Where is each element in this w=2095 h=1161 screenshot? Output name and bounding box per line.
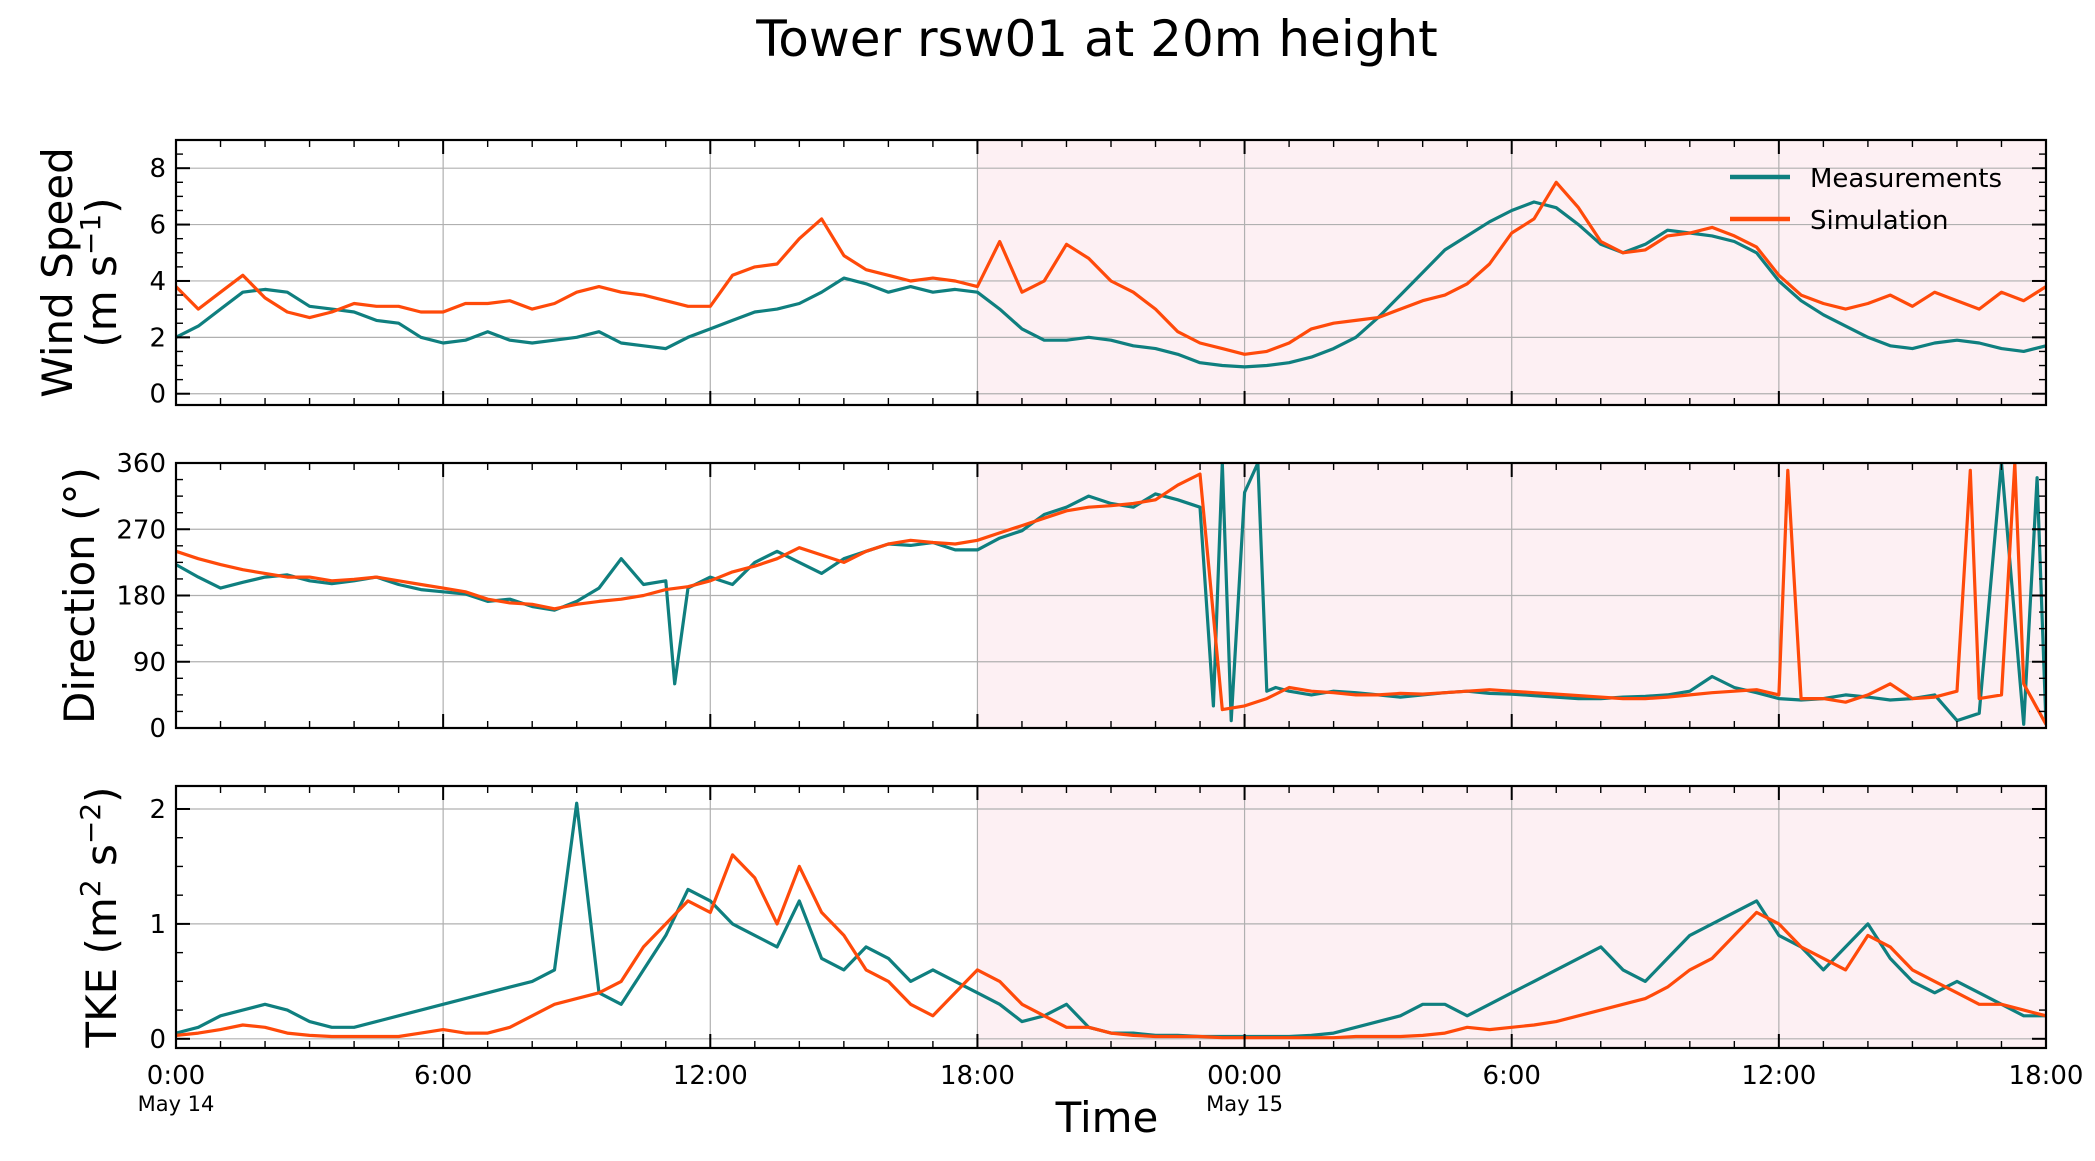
x-tick-label: 6:00 — [1483, 1061, 1541, 1091]
figure-title: Tower rsw01 at 20m height — [755, 10, 1438, 68]
direction-panel: 0 90 180 270 360 Direction (°) — [55, 449, 2048, 744]
y-tick-label: 2 — [149, 323, 166, 353]
tke-panel: 0 1 2 TKE (m2 s−2) — [74, 784, 2048, 1055]
x-tick-label: 12:00 — [1741, 1061, 1816, 1091]
x-tick-label: 0:00 — [147, 1061, 205, 1091]
y-tick-label: 90 — [133, 648, 166, 678]
x-tick-label: 6:00 — [414, 1061, 472, 1091]
series-line-simulation — [176, 853, 2046, 1040]
x-tick-label: 12:00 — [673, 1061, 748, 1091]
legend: Measurements Simulation — [1730, 164, 2002, 236]
series-line-measurements — [176, 463, 2046, 726]
series-line-measurements — [176, 200, 2046, 369]
y-axis-label: TKE (m2 s−2) — [74, 786, 126, 1048]
y-tick-label: 8 — [149, 154, 166, 184]
y-tick-label: 6 — [149, 211, 166, 241]
legend-label-measurements: Measurements — [1810, 164, 2002, 194]
date-label: May 14 — [138, 1092, 215, 1116]
y-tick-label: 1 — [149, 910, 166, 940]
x-axis-label: Time — [1055, 1093, 1159, 1142]
x-axis: 0:00 6:00 12:00 18:00 00:00 6:00 12:00 18:00 May… — [138, 1061, 2084, 1116]
y-axis-label: (m s−1) — [74, 197, 126, 347]
legend-label-simulation: Simulation — [1810, 206, 1949, 236]
y-axis-label: Wind Speed — [33, 147, 82, 398]
x-tick-label: 00:00 — [1207, 1061, 1282, 1091]
series-line-simulation — [176, 463, 2046, 726]
y-tick-label: 270 — [116, 515, 166, 545]
y-tick-label: 2 — [149, 795, 166, 825]
wind-speed-panel: 0 2 4 6 8 Wind Speed(m s−1) — [33, 138, 2048, 410]
y-axis-label: Direction (°) — [55, 467, 104, 724]
y-tick-label: 0 — [149, 1025, 166, 1055]
y-tick-label: 0 — [149, 714, 166, 744]
y-tick-label: 180 — [116, 582, 166, 612]
x-tick-label: 18:00 — [940, 1061, 1015, 1091]
series-line-simulation — [176, 180, 2046, 356]
y-tick-label: 360 — [116, 449, 166, 479]
y-tick-label: 0 — [149, 380, 166, 410]
date-label: May 15 — [1206, 1092, 1283, 1116]
y-tick-label: 4 — [149, 267, 166, 297]
x-tick-label: 18:00 — [2009, 1061, 2084, 1091]
